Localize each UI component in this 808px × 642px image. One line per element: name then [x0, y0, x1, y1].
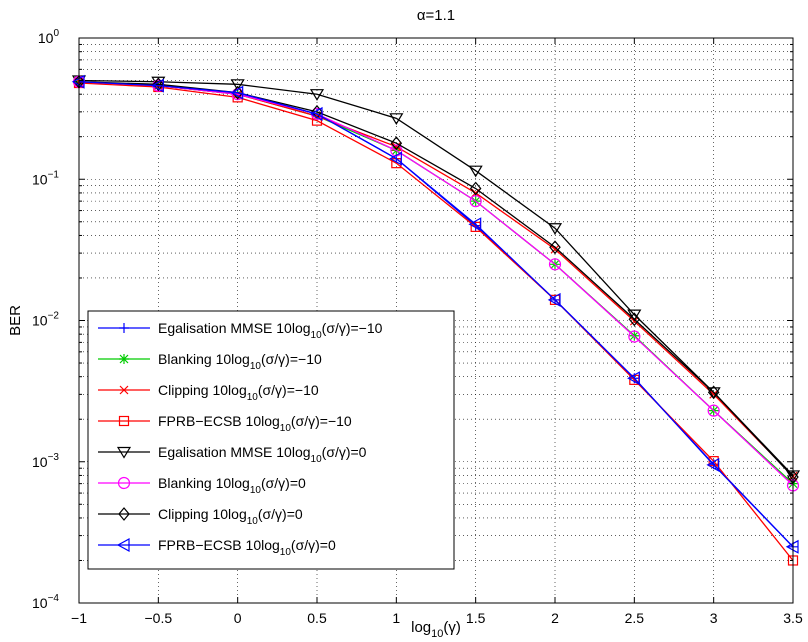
x-tick-label: 0.5	[307, 610, 327, 626]
x-tick-label: 1.5	[466, 610, 486, 626]
legend: Egalisation MMSE 10log10(σ/γ)=−10Blankin…	[88, 311, 454, 569]
x-axis-label: log10(γ)	[411, 619, 461, 640]
x-tick-label: 2.5	[625, 610, 645, 626]
y-tick-label: 100	[38, 28, 60, 46]
x-tick-label: 3.5	[783, 610, 803, 626]
y-tick-label: 10−1	[32, 169, 59, 187]
y-tick-label: 10−4	[32, 593, 59, 611]
y-tick-label: 10−3	[32, 452, 59, 470]
x-tick-label: 2	[551, 610, 559, 626]
legend-box	[88, 311, 454, 569]
y-tick-label: 10−2	[32, 311, 59, 329]
x-tick-label: 3	[710, 610, 718, 626]
legend-marker	[119, 354, 129, 364]
x-tick-label: −0.5	[145, 610, 173, 626]
chart-title: α=1.1	[417, 7, 455, 24]
x-tick-label: −1	[71, 610, 87, 626]
y-axis-label: BER	[7, 305, 24, 336]
x-tick-label: 1	[392, 610, 400, 626]
x-tick-label: 0	[234, 610, 242, 626]
